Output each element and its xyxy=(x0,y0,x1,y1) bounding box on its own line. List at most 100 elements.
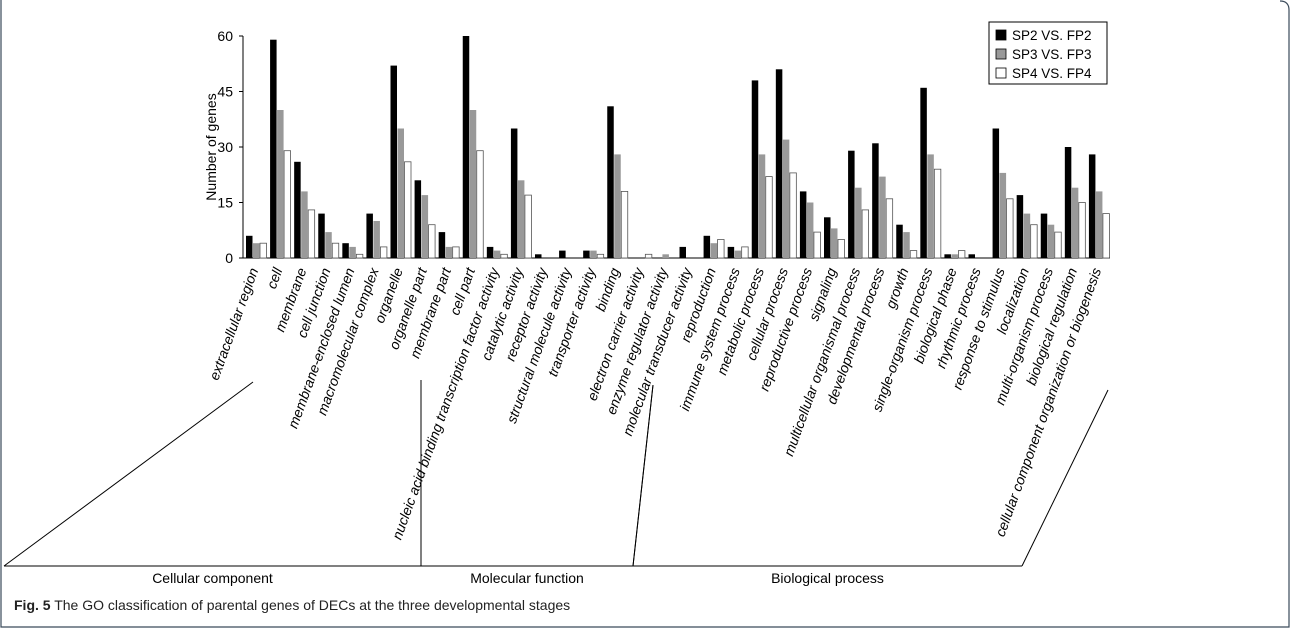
bar-1 xyxy=(703,235,711,258)
bar-1 xyxy=(775,69,783,258)
bar-1 xyxy=(944,254,951,258)
bar-1 xyxy=(510,128,518,258)
bar-1 xyxy=(390,65,397,258)
bar-3 xyxy=(958,250,966,259)
legend-label: SP3 VS. FP3 xyxy=(1012,47,1092,62)
y-tick-label: 15 xyxy=(217,195,233,211)
bar-2 xyxy=(397,128,404,258)
bar-3 xyxy=(1030,224,1038,259)
bar-3 xyxy=(428,224,436,259)
bar-2 xyxy=(951,254,958,258)
bar-2 xyxy=(999,172,1007,258)
bar-2 xyxy=(927,154,934,258)
group-bracket-right xyxy=(1021,389,1109,567)
bar-2 xyxy=(517,180,525,258)
bar-1 xyxy=(1088,154,1096,258)
bar-2 xyxy=(590,250,597,258)
bar-1 xyxy=(607,106,614,258)
bar-2 xyxy=(710,243,718,258)
bar-2 xyxy=(469,110,477,258)
group-label: Cellular component xyxy=(152,570,273,586)
legend-swatch xyxy=(995,48,1007,60)
y-tick-label: 0 xyxy=(225,250,233,266)
bar-3 xyxy=(1006,198,1014,259)
bar-3 xyxy=(717,239,725,259)
legend-label: SP4 VS. FP4 xyxy=(1012,66,1092,81)
y-tick-label: 45 xyxy=(217,84,233,100)
bar-1 xyxy=(342,243,349,258)
bar-3 xyxy=(644,253,653,259)
bar-2 xyxy=(421,195,429,258)
bar-1 xyxy=(1016,195,1024,258)
bar-3 xyxy=(524,194,532,259)
bar-1 xyxy=(270,39,277,259)
bar-3 xyxy=(837,239,845,259)
bar-1 xyxy=(896,224,903,258)
bar-3 xyxy=(885,198,894,259)
chart-bars xyxy=(246,36,1110,259)
bar-2 xyxy=(734,250,742,258)
bar-3 xyxy=(259,242,267,259)
bar-1 xyxy=(559,250,566,258)
bar-1 xyxy=(992,128,1000,258)
bar-2 xyxy=(831,228,838,258)
bar-1 xyxy=(679,246,686,258)
bar-3 xyxy=(813,231,821,259)
bar-1 xyxy=(535,254,542,258)
bar-2 xyxy=(879,176,886,258)
bar-2 xyxy=(493,250,501,258)
y-axis-title: Number of genes xyxy=(203,93,219,200)
bar-3 xyxy=(476,150,484,259)
bar-3 xyxy=(380,246,388,259)
bar-2 xyxy=(1047,224,1055,258)
bar-3 xyxy=(765,176,773,259)
bar-2 xyxy=(855,187,862,258)
bar-3 xyxy=(789,172,797,259)
chart-legend: SP2 VS. FP2 SP3 VS. FP3 SP4 VS. FP4 xyxy=(988,21,1108,85)
bar-1 xyxy=(968,254,975,258)
bar-3 xyxy=(596,253,605,259)
bar-2 xyxy=(903,232,910,258)
y-tick-label: 60 xyxy=(217,28,233,44)
bar-3 xyxy=(452,246,460,259)
bar-2 xyxy=(445,246,453,258)
bar-1 xyxy=(799,191,807,258)
bar-1 xyxy=(727,246,735,258)
figure-caption: Fig. 5 The GO classification of parental… xyxy=(14,597,570,613)
legend-label: SP2 VS. FP2 xyxy=(1012,28,1092,43)
bar-1 xyxy=(414,180,422,258)
bar-2 xyxy=(1023,213,1031,258)
bar-3 xyxy=(861,209,869,259)
bar-1 xyxy=(1040,213,1048,258)
bar-2 xyxy=(614,154,621,258)
bar-2 xyxy=(758,154,766,258)
legend-box xyxy=(988,21,1108,85)
bar-1 xyxy=(246,235,253,258)
bar-2 xyxy=(782,139,790,258)
figure-caption-label: Fig. 5 xyxy=(14,597,51,613)
bar-3 xyxy=(620,190,629,259)
figure-caption-text: The GO classification of parental genes … xyxy=(50,597,571,613)
bar-1 xyxy=(438,232,446,258)
chart-axes: 0 15 30 45 60 Number of genes xyxy=(203,28,1110,266)
x-tick-label: extracellular region xyxy=(206,265,262,382)
group-bracket-left xyxy=(632,384,654,567)
bar-3 xyxy=(355,253,364,259)
bar-1 xyxy=(462,36,470,258)
bar-2 xyxy=(325,232,332,258)
bar-3 xyxy=(283,150,291,259)
bar-2 xyxy=(373,221,380,258)
category-groups: Cellular component Molecular function Biol… xyxy=(3,380,1109,586)
bar-3 xyxy=(1054,231,1062,259)
group-label: Molecular function xyxy=(470,570,584,586)
bar-2 xyxy=(349,246,356,258)
bar-3 xyxy=(933,168,942,259)
bar-2 xyxy=(277,110,284,258)
bar-2 xyxy=(301,191,308,258)
bar-1 xyxy=(920,87,927,258)
bar-1 xyxy=(1064,147,1072,258)
